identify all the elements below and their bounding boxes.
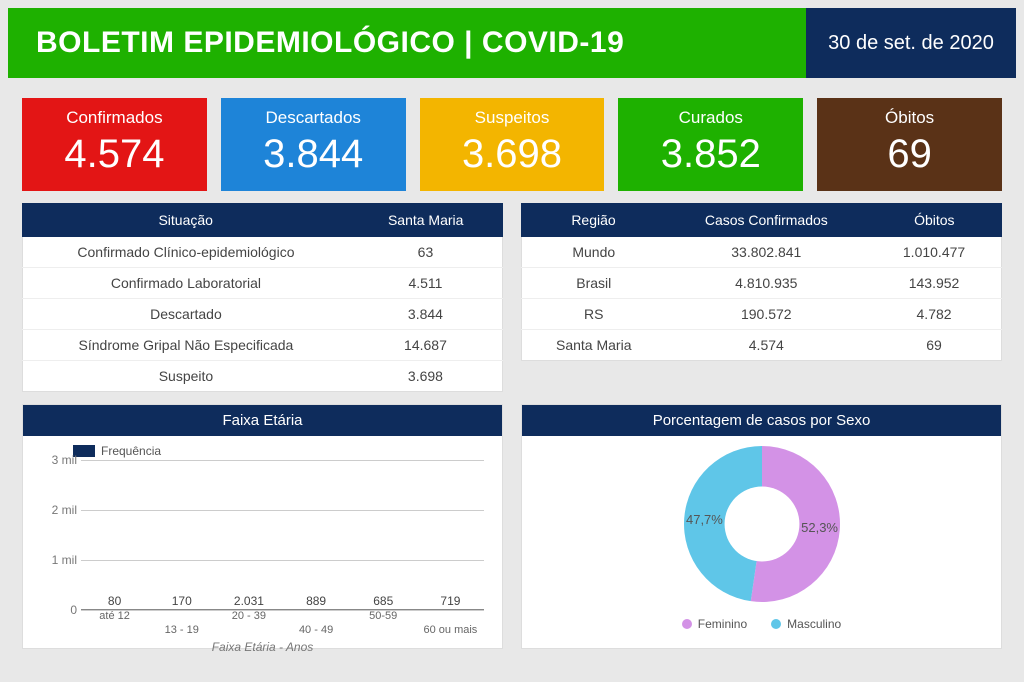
bar-ylabel: 2 mil — [37, 503, 77, 517]
bar-chart-plot: 801702.031889685719 01 mil2 mil3 mil — [81, 460, 484, 610]
table-row: Descartado3.844 — [23, 299, 503, 330]
table-cell: Descartado — [23, 299, 349, 330]
bar-ylabel: 1 mil — [37, 553, 77, 567]
table-row: Confirmado Laboratorial4.511 — [23, 268, 503, 299]
donut-slice-label: 47,7% — [685, 512, 722, 527]
table-cell: 3.698 — [349, 361, 503, 392]
card-label: Curados — [622, 108, 799, 128]
summary-card: Descartados 3.844 — [221, 98, 406, 191]
summary-card: Curados 3.852 — [618, 98, 803, 191]
table-row: Brasil4.810.935143.952 — [522, 268, 1002, 299]
donut-legend-item: Feminino — [682, 617, 747, 631]
card-value: 3.852 — [622, 132, 799, 177]
table-cell: 190.572 — [666, 299, 868, 330]
summary-card: Óbitos 69 — [817, 98, 1002, 191]
table-row: Mundo33.802.8411.010.477 — [522, 237, 1002, 268]
bar-value-label: 889 — [283, 594, 350, 608]
donut-chart-title: Porcentagem de casos por Sexo — [522, 405, 1001, 436]
bar-value-label: 719 — [417, 594, 484, 608]
table-header: Situação — [23, 204, 349, 237]
bar-ylabel: 3 mil — [37, 453, 77, 467]
table-cell: 4.782 — [867, 299, 1001, 330]
card-value: 69 — [821, 132, 998, 177]
table-header: Região — [522, 204, 666, 237]
table-cell: 143.952 — [867, 268, 1001, 299]
card-value: 3.844 — [225, 132, 402, 177]
table-header: Óbitos — [867, 204, 1001, 237]
bar-chart-title: Faixa Etária — [23, 405, 502, 436]
card-label: Descartados — [225, 108, 402, 128]
summary-card: Confirmados 4.574 — [22, 98, 207, 191]
bar-xlabel: 40 - 49 — [283, 624, 350, 636]
table-cell: 4.511 — [349, 268, 503, 299]
donut-slice-label: 52,3% — [801, 520, 838, 535]
table-cell: Suspeito — [23, 361, 349, 392]
legend-dot — [682, 619, 692, 629]
bar-legend-label: Frequência — [101, 444, 161, 458]
table-cell: Mundo — [522, 237, 666, 268]
bar-ylabel: 0 — [37, 603, 77, 617]
table-cell: Confirmado Clínico-epidemiológico — [23, 237, 349, 268]
table-cell: 4.810.935 — [666, 268, 868, 299]
bar-chart-box: Faixa Etária Frequência 801702.031889685… — [22, 404, 503, 649]
card-label: Confirmados — [26, 108, 203, 128]
bar-value-label: 170 — [148, 594, 215, 608]
table-cell: 69 — [867, 330, 1001, 361]
table-row: Síndrome Gripal Não Especificada14.687 — [23, 330, 503, 361]
bar-value-label: 2.031 — [215, 594, 282, 608]
table-cell: 14.687 — [349, 330, 503, 361]
header-title: BOLETIM EPIDEMIOLÓGICO | COVID-19 — [8, 8, 806, 78]
table-row: RS190.5724.782 — [522, 299, 1002, 330]
donut-chart: 52,3% 47,7% — [682, 444, 842, 609]
bar-value-label: 685 — [350, 594, 417, 608]
donut-chart-box: Porcentagem de casos por Sexo 52,3% 47,7%… — [521, 404, 1002, 649]
bar-chart-xaxis-title: Faixa Etária - Anos — [31, 640, 494, 654]
table-cell: 1.010.477 — [867, 237, 1001, 268]
bar-xlabel: 50-59 — [350, 610, 417, 622]
donut-chart-legend: Feminino Masculino — [682, 617, 841, 631]
table-cell: 4.574 — [666, 330, 868, 361]
header: BOLETIM EPIDEMIOLÓGICO | COVID-19 30 de … — [8, 8, 1016, 78]
bar-chart-legend: Frequência — [31, 444, 494, 458]
legend-label: Masculino — [787, 617, 841, 631]
table-cell: RS — [522, 299, 666, 330]
summary-cards: Confirmados 4.574 Descartados 3.844 Suspeito… — [8, 78, 1016, 203]
table-cell: 33.802.841 — [666, 237, 868, 268]
card-value: 4.574 — [26, 132, 203, 177]
card-value: 3.698 — [424, 132, 601, 177]
table-cell: Brasil — [522, 268, 666, 299]
table-cell: Confirmado Laboratorial — [23, 268, 349, 299]
legend-label: Feminino — [698, 617, 747, 631]
situacao-table: SituaçãoSanta MariaConfirmado Clínico-ep… — [22, 203, 503, 392]
bar-xlabel: até 12 — [81, 610, 148, 622]
bar-xlabel: 20 - 39 — [215, 610, 282, 622]
table-header: Casos Confirmados — [666, 204, 868, 237]
header-date: 30 de set. de 2020 — [806, 8, 1016, 78]
legend-dot — [771, 619, 781, 629]
table-row: Confirmado Clínico-epidemiológico63 — [23, 237, 503, 268]
bar-xlabel: 13 - 19 — [148, 624, 215, 636]
donut-legend-item: Masculino — [771, 617, 841, 631]
bar-value-label: 80 — [81, 594, 148, 608]
table-cell: 3.844 — [349, 299, 503, 330]
bar-xlabel: 60 ou mais — [417, 624, 484, 636]
table-cell: Santa Maria — [522, 330, 666, 361]
table-cell: Síndrome Gripal Não Especificada — [23, 330, 349, 361]
summary-card: Suspeitos 3.698 — [420, 98, 605, 191]
regiao-table: RegiãoCasos ConfirmadosÓbitosMundo33.802… — [521, 203, 1002, 361]
table-row: Suspeito3.698 — [23, 361, 503, 392]
table-row: Santa Maria4.57469 — [522, 330, 1002, 361]
table-cell: 63 — [349, 237, 503, 268]
card-label: Suspeitos — [424, 108, 601, 128]
card-label: Óbitos — [821, 108, 998, 128]
table-header: Santa Maria — [349, 204, 503, 237]
